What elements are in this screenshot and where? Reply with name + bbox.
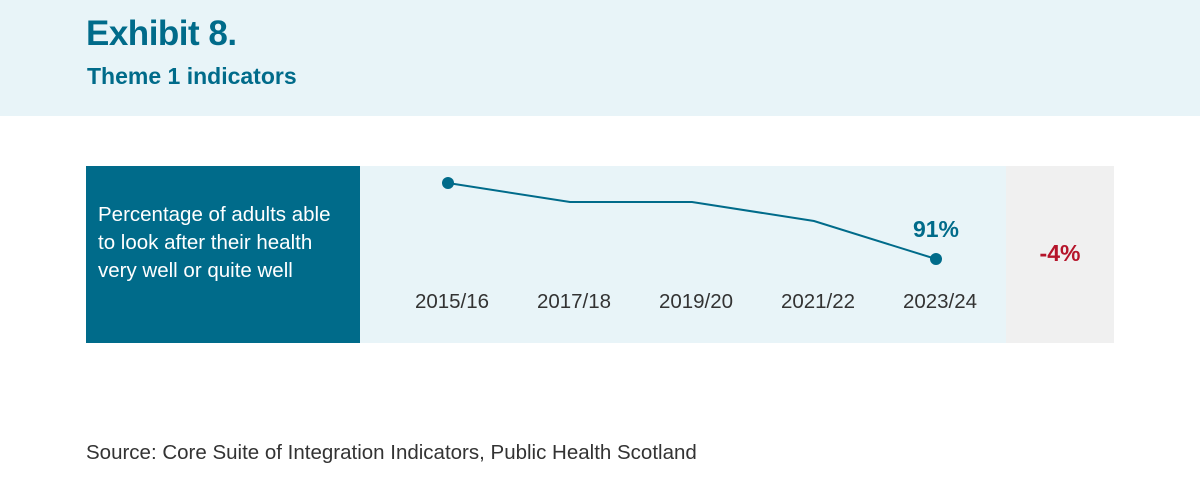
indicator-label: Percentage of adults able to look after …	[98, 203, 331, 282]
x-tick-label: 2023/24	[903, 290, 977, 313]
exhibit-subtitle: Theme 1 indicators	[87, 63, 297, 89]
source-note: Source: Core Suite of Integration Indica…	[86, 441, 697, 464]
x-tick-label: 2021/22	[781, 290, 855, 313]
change-value: -4%	[1039, 240, 1081, 266]
indicator-label-box: Percentage of adults able to look after …	[86, 166, 360, 343]
trend-panel: 95%91%2015/162017/182019/202021/222023/2…	[360, 166, 1006, 343]
exhibit-title: Exhibit 8.	[86, 14, 237, 53]
indicator-row: Percentage of adults able to look after …	[86, 166, 1114, 343]
data-label: 91%	[913, 216, 959, 242]
change-box: -4%	[1006, 166, 1114, 343]
trend-line	[447, 182, 937, 260]
trend-chart: 95%91%2015/162017/182019/202021/222023/2…	[415, 177, 977, 313]
x-tick-label: 2017/18	[537, 290, 611, 313]
data-point-marker	[930, 253, 942, 265]
x-tick-label: 2015/16	[415, 290, 489, 313]
x-tick-label: 2019/20	[659, 290, 733, 313]
data-point-marker	[442, 177, 454, 189]
exhibit-header: Exhibit 8. Theme 1 indicators	[0, 0, 1200, 116]
